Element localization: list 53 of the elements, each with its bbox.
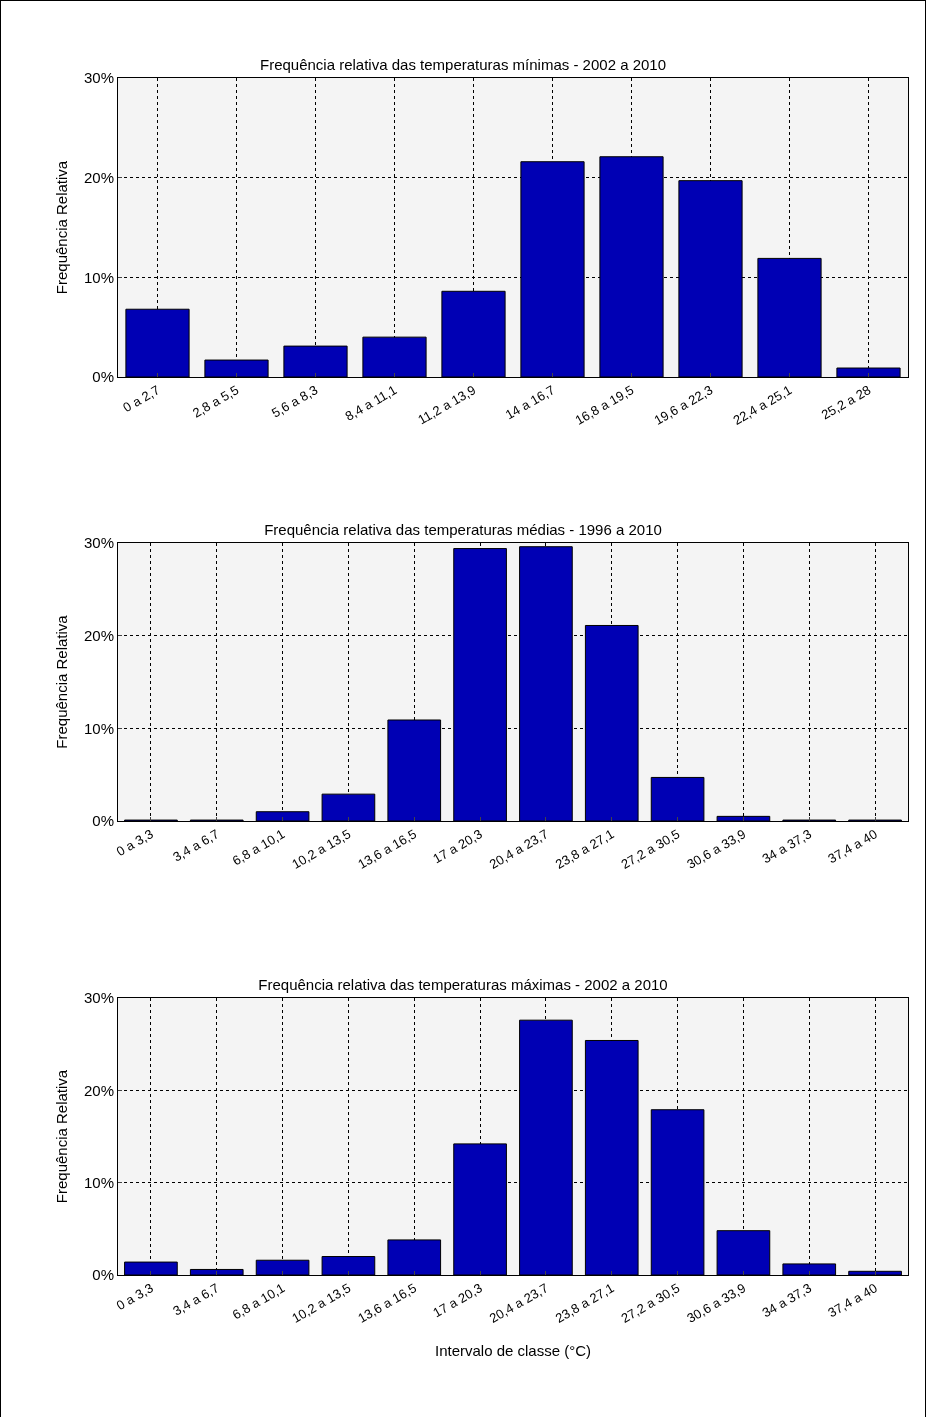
y-tick-label: 10% (83, 268, 114, 286)
y-tick-label: 0% (92, 1266, 114, 1284)
x-tick-label: 27,2 a 30,5 (618, 1280, 683, 1326)
x-tick-label: 34 a 37,3 (759, 826, 814, 867)
x-tick-label: 0 a 3,3 (113, 1280, 156, 1314)
x-tick-label: 27,2 a 30,5 (618, 826, 683, 872)
y-tick-label: 30% (83, 989, 114, 1007)
y-axis-title: Frequência Relativa (53, 1069, 71, 1204)
x-tick-label: 17 a 20,3 (430, 1280, 485, 1321)
x-tick-label: 17 a 20,3 (430, 826, 485, 867)
x-tick-label: 11,2 a 13,9 (415, 382, 479, 428)
x-tick-label: 34 a 37,3 (759, 1280, 814, 1321)
x-tick-label: 8,4 a 11,1 (342, 382, 400, 424)
x-tick-label: 13,6 a 16,5 (355, 826, 419, 872)
x-tick-label: 13,6 a 16,5 (355, 1280, 419, 1326)
y-tick-label: 30% (83, 534, 114, 552)
y-tick-label: 10% (83, 719, 114, 737)
y-axis-title: Frequência Relativa (53, 160, 71, 295)
y-tick-label: 20% (83, 626, 114, 644)
x-tick-label: 16,8 a 19,5 (572, 382, 637, 428)
chart-title: Frequência relativa das temperaturas máximas - 2002 a 2010 (258, 976, 668, 993)
x-tick-label: 10,2 a 13,5 (289, 826, 354, 872)
x-tick-label: 20,4 a 23,7 (486, 826, 551, 872)
x-tick-label: 19,6 a 22,3 (651, 382, 716, 428)
x-tick-label: 3,4 a 6,7 (170, 1280, 222, 1319)
y-tick-label: 20% (83, 168, 114, 186)
y-tick-label: 10% (83, 1173, 114, 1191)
x-tick-label: 6,8 a 10,1 (229, 1280, 288, 1323)
chart-title: Frequência relativa das temperaturas médias - 1996 a 2010 (264, 521, 662, 538)
x-tick-label: 37,4 a 40 (825, 1280, 880, 1321)
x-axis-title: Intervalo de classe (°C) (434, 1341, 592, 1359)
x-tick-label: 10,2 a 13,5 (289, 1280, 354, 1326)
x-tick-label: 23,8 a 27,1 (552, 1280, 617, 1326)
x-tick-label: 0 a 2,7 (120, 382, 163, 416)
x-tick-label: 5,6 a 8,3 (268, 382, 321, 421)
x-tick-label: 30,6 a 33,9 (684, 826, 749, 872)
x-tick-label: 30,6 a 33,9 (684, 1280, 749, 1326)
y-tick-label: 0% (92, 812, 114, 830)
y-tick-label: 0% (92, 368, 114, 386)
x-tick-label: 20,4 a 23,7 (486, 1280, 551, 1326)
x-tick-label: 37,4 a 40 (825, 826, 880, 867)
y-tick-label: 30% (83, 69, 114, 87)
x-tick-label: 3,4 a 6,7 (170, 826, 222, 865)
x-tick-label: 23,8 a 27,1 (552, 826, 617, 872)
x-tick-label: 14 a 16,7 (502, 382, 558, 423)
x-tick-label: 0 a 3,3 (113, 826, 156, 860)
x-tick-label: 25,2 a 28 (818, 382, 874, 423)
x-tick-label: 6,8 a 10,1 (229, 826, 288, 869)
x-tick-label: 22,4 a 25,1 (730, 382, 795, 428)
y-tick-label: 20% (83, 1081, 114, 1099)
chart-title: Frequência relativa das temperaturas mínimas - 2002 a 2010 (259, 56, 667, 73)
x-tick-label: 2,8 a 5,5 (189, 382, 242, 421)
y-axis-title: Frequência Relativa (53, 614, 71, 749)
